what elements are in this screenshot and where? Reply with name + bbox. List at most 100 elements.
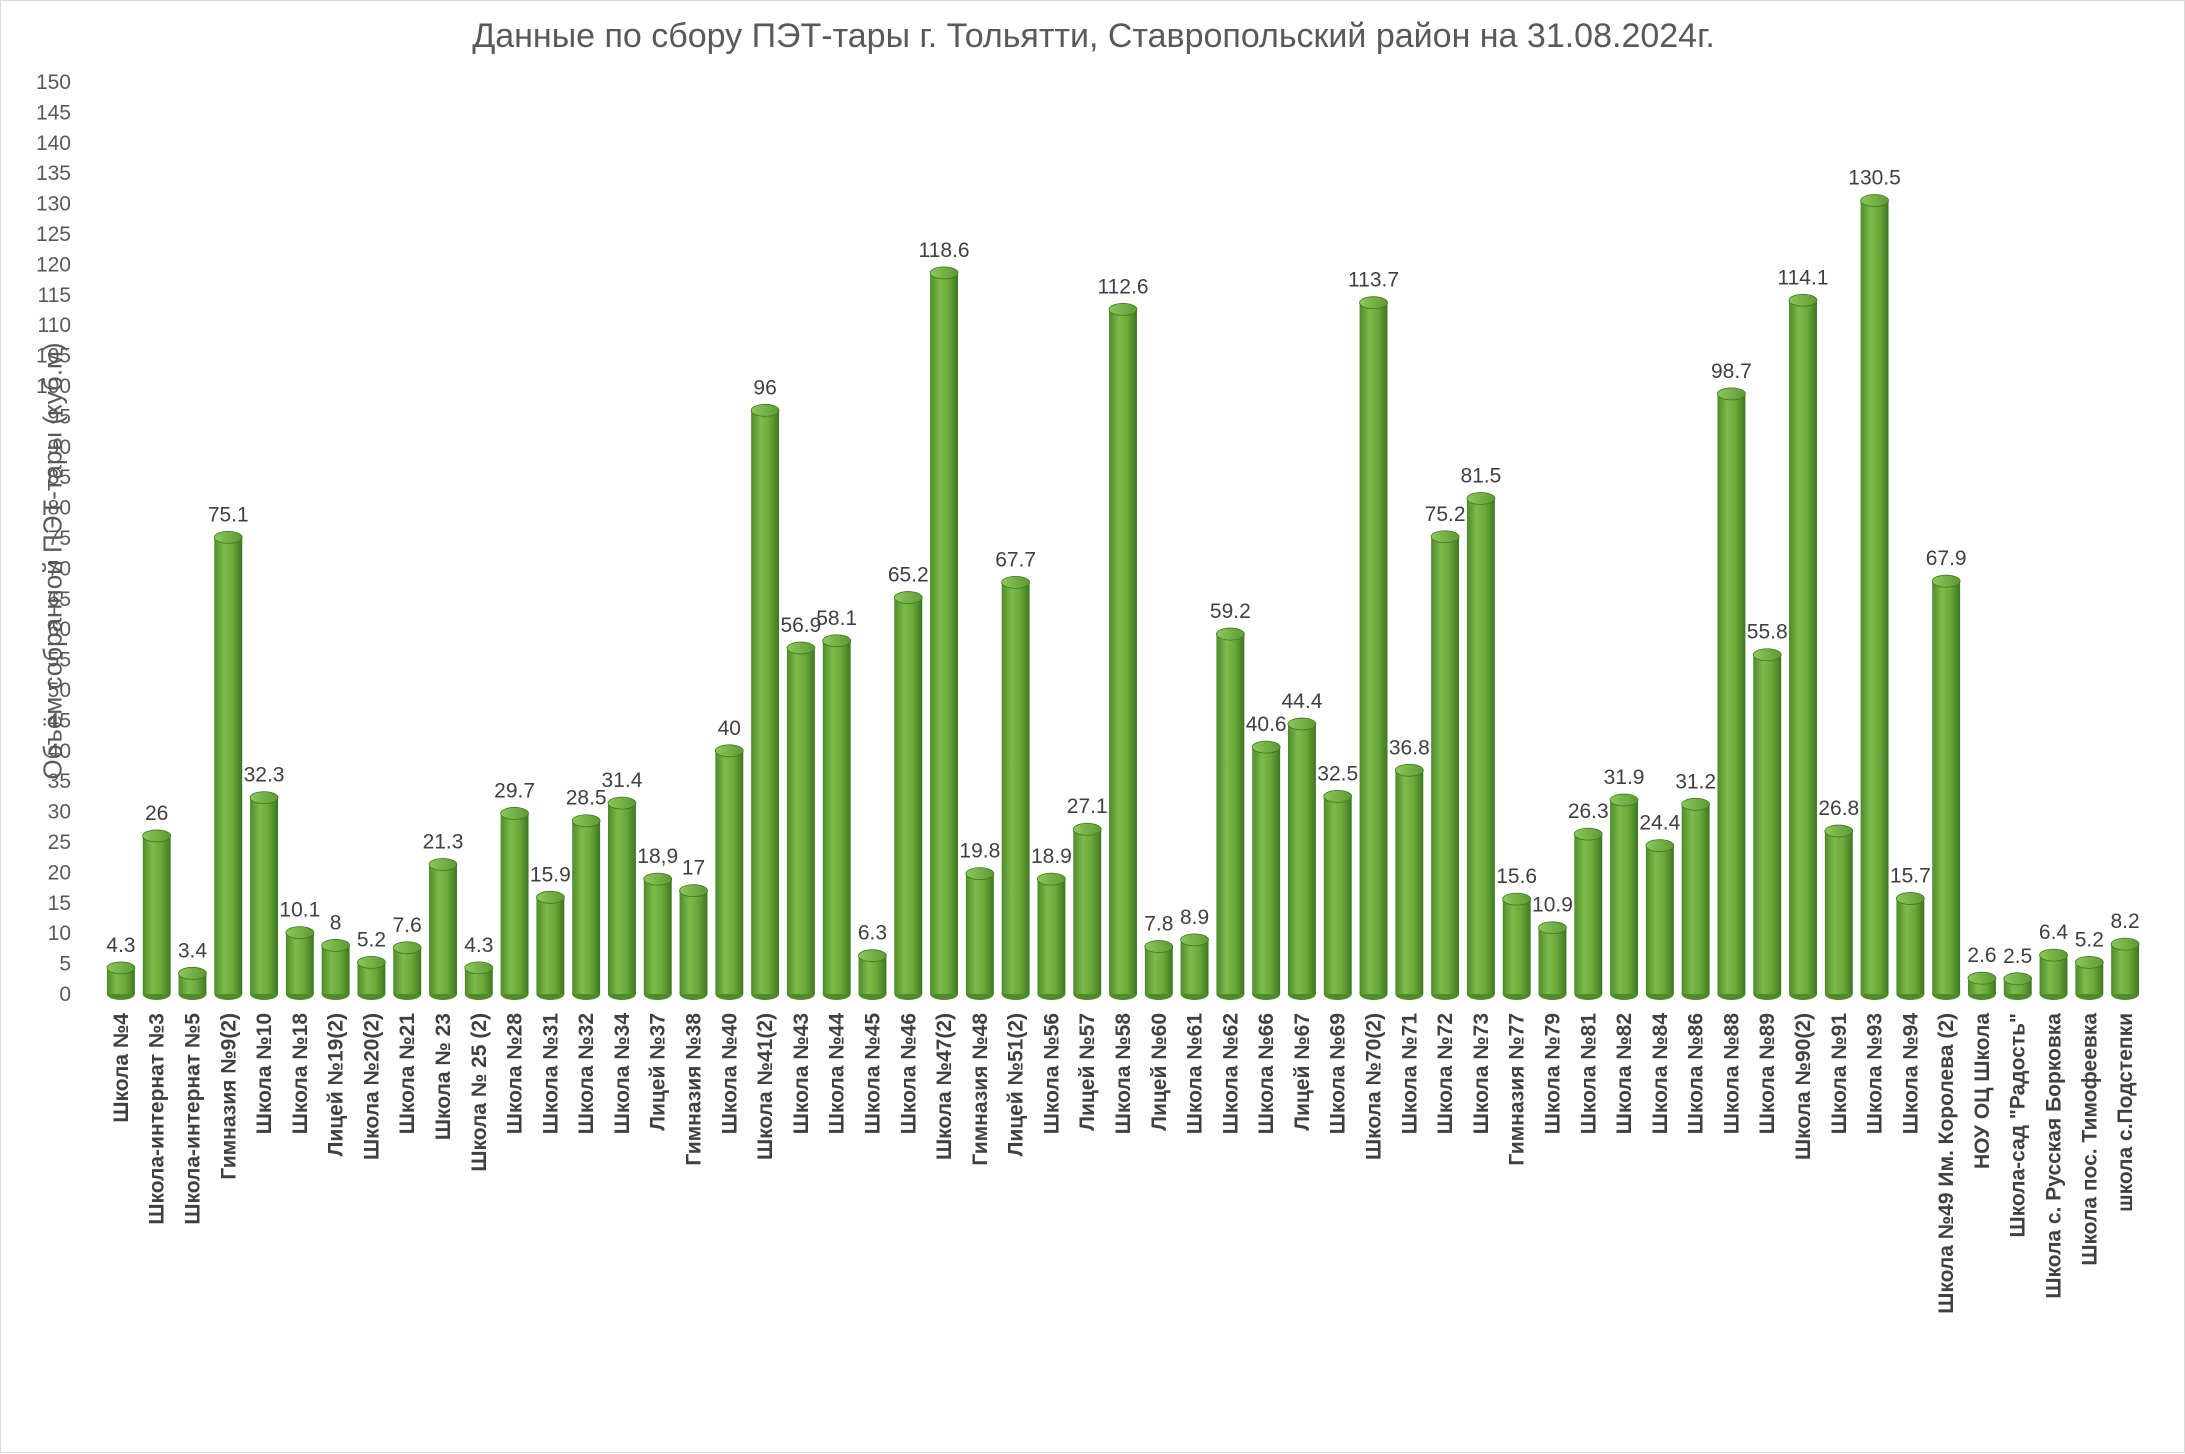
bar bbox=[1394, 763, 1424, 1000]
bar bbox=[357, 955, 386, 1000]
data-label: 58.1 bbox=[816, 607, 857, 630]
data-label: 18,9 bbox=[637, 845, 678, 868]
bar bbox=[2110, 937, 2140, 1000]
x-tick-label: Школа №32 bbox=[575, 1013, 598, 1134]
data-label: 10.9 bbox=[1532, 894, 1573, 917]
data-label: 67.9 bbox=[1926, 547, 1967, 570]
y-tick-label: 130 bbox=[36, 193, 71, 216]
x-tick-label: Школа №10 bbox=[253, 1013, 276, 1134]
x-tick-label: Школа №72 bbox=[1434, 1013, 1457, 1134]
y-tick-label: 120 bbox=[36, 253, 71, 276]
data-label: 7.6 bbox=[393, 914, 422, 937]
x-tick-label: Лицей №67 bbox=[1291, 1013, 1314, 1131]
data-label: 67.7 bbox=[995, 548, 1036, 571]
x-tick-label: Школа №28 bbox=[504, 1013, 527, 1135]
x-tick-label: Гимназия №48 bbox=[969, 1013, 992, 1166]
bar bbox=[285, 926, 315, 1000]
data-label: 75.1 bbox=[208, 503, 249, 526]
data-label: 36.8 bbox=[1389, 736, 1430, 759]
data-label: 15.7 bbox=[1890, 865, 1931, 888]
data-label: 7.8 bbox=[1144, 913, 1173, 936]
bar bbox=[1752, 648, 1782, 1000]
data-label: 15.9 bbox=[530, 863, 571, 886]
data-label: 4.3 bbox=[464, 934, 493, 957]
y-tick-label: 90 bbox=[48, 436, 71, 459]
data-label: 65.2 bbox=[888, 564, 929, 587]
bar bbox=[1037, 872, 1066, 1000]
x-tick-label: школа с.Подстепки bbox=[2114, 1013, 2137, 1212]
bar bbox=[679, 884, 708, 1000]
data-label: 15.6 bbox=[1496, 865, 1537, 888]
data-labels: 4.3 26 3.4 75.1 32.3 10.1 8 5.2 7.6 21.3 4.3 29.7 15… bbox=[106, 167, 2139, 968]
x-tick-label: Школа-интернат №5 bbox=[181, 1013, 204, 1225]
y-tick-label: 35 bbox=[48, 770, 71, 793]
x-tick-label: Школа №34 bbox=[611, 1013, 634, 1135]
data-label: 6.3 bbox=[858, 922, 887, 945]
bar bbox=[321, 938, 350, 1000]
bar bbox=[1144, 940, 1174, 1000]
x-tick-label: Школа № 23 bbox=[432, 1013, 455, 1140]
x-tick-label: Школа №66 bbox=[1255, 1013, 1278, 1134]
x-tick-label: Школа №20(2) bbox=[360, 1013, 383, 1160]
x-tick-label: Школа №40 bbox=[718, 1013, 741, 1134]
x-tick-label: Школа с. Русская Борковка bbox=[2043, 1013, 2066, 1299]
data-label: 56.9 bbox=[780, 614, 821, 637]
bar bbox=[750, 403, 780, 1000]
bar bbox=[1430, 530, 1460, 1000]
bar bbox=[1824, 824, 1854, 1000]
bar bbox=[1896, 892, 1925, 1000]
x-tick-label: Школа-сад "Радость" bbox=[2007, 1013, 2030, 1238]
bar bbox=[106, 961, 136, 1000]
bar bbox=[500, 807, 529, 1000]
x-tick-label: Школа №4 bbox=[110, 1013, 133, 1123]
bar bbox=[1287, 717, 1317, 1000]
x-tick-label: Лицей №19(2) bbox=[325, 1013, 348, 1156]
data-label: 17 bbox=[682, 857, 705, 880]
data-label: 113.7 bbox=[1348, 269, 1399, 292]
bar bbox=[714, 744, 744, 1000]
data-label: 44.4 bbox=[1282, 690, 1323, 713]
x-tick-label: Школа №43 bbox=[790, 1013, 813, 1134]
y-tick-label: 100 bbox=[36, 375, 71, 398]
bar bbox=[1717, 387, 1746, 1000]
y-tick-label: 5 bbox=[59, 953, 71, 976]
x-tick-label: Школа №82 bbox=[1613, 1013, 1636, 1134]
bar bbox=[1466, 492, 1496, 1000]
y-tick-label: 10 bbox=[48, 922, 71, 945]
data-label: 24.4 bbox=[1639, 812, 1680, 835]
data-label: 31.9 bbox=[1604, 766, 1645, 789]
x-tick-label: Школа №94 bbox=[1899, 1013, 1922, 1135]
bar bbox=[571, 814, 601, 1000]
y-tick-label: 80 bbox=[48, 497, 71, 520]
bar bbox=[1609, 793, 1639, 1000]
data-label: 4.3 bbox=[106, 934, 135, 957]
data-label: 40 bbox=[718, 717, 741, 740]
data-label: 8.9 bbox=[1180, 906, 1209, 929]
bar bbox=[1538, 921, 1567, 1000]
data-label: 19.8 bbox=[959, 840, 1000, 863]
data-label: 28.5 bbox=[566, 787, 607, 810]
data-label: 32.5 bbox=[1317, 762, 1358, 785]
y-tick-label: 45 bbox=[48, 709, 71, 732]
y-tick-label: 105 bbox=[36, 345, 71, 368]
y-tick-label: 30 bbox=[48, 801, 71, 824]
x-tick-label: Школа №84 bbox=[1649, 1013, 1672, 1135]
data-label: 98.7 bbox=[1711, 360, 1752, 383]
x-tick-label: Лицей №51(2) bbox=[1005, 1013, 1028, 1156]
x-tick-label: Гимназия №77 bbox=[1506, 1013, 1529, 1166]
x-tick-label: Школа №18 bbox=[289, 1013, 312, 1135]
data-label: 130.5 bbox=[1848, 167, 1901, 190]
bar bbox=[1502, 892, 1532, 1000]
x-tick-label: Гимназия №9(2) bbox=[217, 1013, 240, 1180]
data-label: 6.4 bbox=[2039, 921, 2069, 944]
y-tick-label: 50 bbox=[48, 679, 71, 702]
y-tick-label: 125 bbox=[36, 223, 71, 246]
data-label: 21.3 bbox=[423, 830, 464, 853]
data-label: 3.4 bbox=[178, 939, 208, 962]
bars bbox=[106, 194, 2140, 1000]
x-tick-label: Лицей №57 bbox=[1076, 1013, 1099, 1131]
data-label: 2.6 bbox=[1967, 944, 1996, 967]
bar bbox=[464, 961, 494, 1000]
bar bbox=[1072, 822, 1102, 1000]
